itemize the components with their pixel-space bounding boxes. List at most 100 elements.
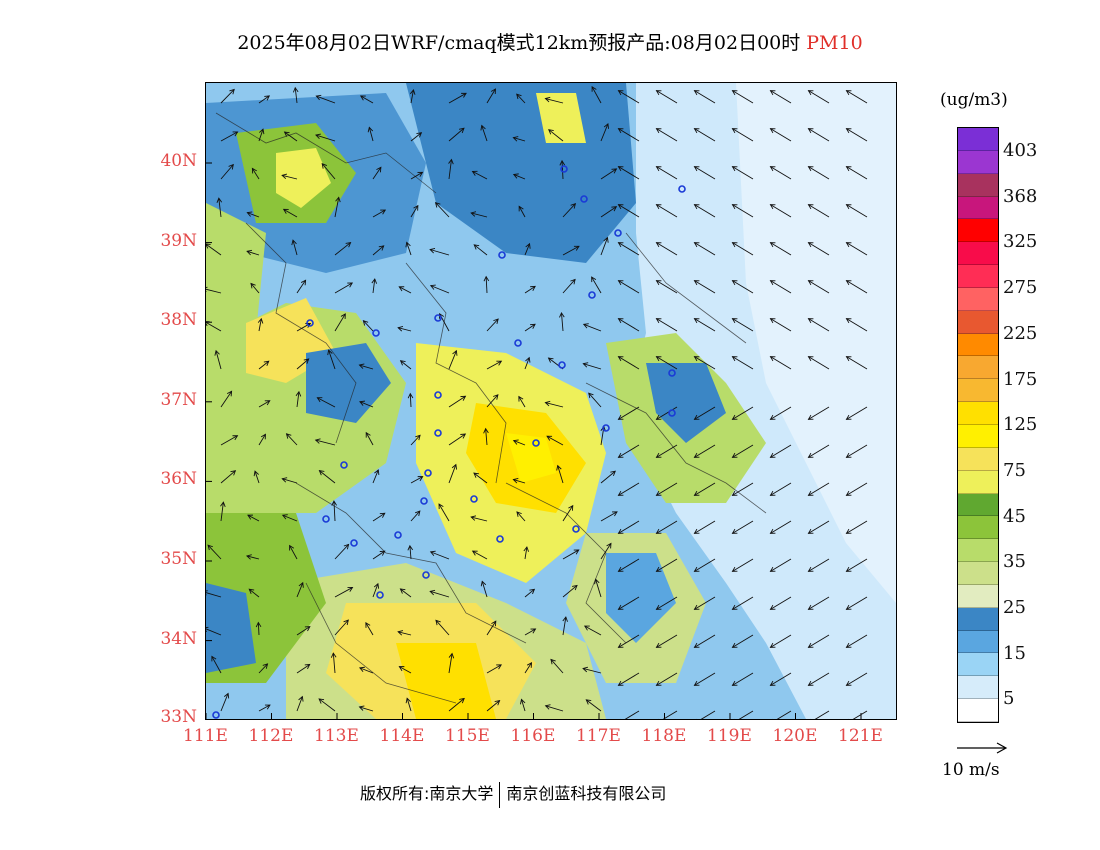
wind-arrow <box>655 634 678 648</box>
forecast-map <box>205 82 897 720</box>
wind-arrow <box>334 241 352 256</box>
lon-label: 111E <box>183 726 228 746</box>
city-marker <box>496 535 504 543</box>
wind-arrow <box>731 90 754 104</box>
wind-arrow <box>246 554 260 560</box>
wind-arrow <box>206 243 222 256</box>
wind-arrow <box>211 655 222 674</box>
wind-arrow <box>318 698 336 712</box>
city-marker <box>470 495 478 503</box>
wind-arrow <box>289 544 298 560</box>
wind-arrow <box>655 90 678 104</box>
wind-arrow <box>314 438 336 446</box>
wind-arrow <box>769 280 792 294</box>
wind-arrow <box>448 433 467 446</box>
lon-label: 114E <box>379 726 425 746</box>
wind-arrow <box>471 170 488 180</box>
wind-arrow <box>731 406 754 420</box>
wind-arrow <box>473 472 488 484</box>
city-marker <box>514 339 522 347</box>
wind-arrow <box>524 323 536 332</box>
wind-arrow <box>448 395 467 408</box>
wind-arrow <box>429 247 450 256</box>
wind-arrow <box>807 444 830 458</box>
wind-arrow <box>371 278 378 294</box>
wind-arrow <box>807 596 830 610</box>
wind-arrow <box>486 318 499 332</box>
legend-tick-label: 5 <box>1003 688 1015 710</box>
wind-arrow <box>807 242 830 256</box>
wind-arrow <box>544 96 564 104</box>
legend-swatch <box>958 333 998 357</box>
lat-label: 40N <box>160 151 197 171</box>
wind-arrow <box>220 88 235 104</box>
city-marker <box>422 571 430 579</box>
legend-tick-label: 15 <box>1003 642 1026 664</box>
city-marker <box>394 531 402 539</box>
wind-arrow <box>220 131 239 142</box>
wind-arrow <box>559 311 565 332</box>
legend-tick-label: 35 <box>1003 551 1026 573</box>
wind-arrow <box>516 93 526 104</box>
wind-arrow <box>410 132 423 142</box>
lon-label: 115E <box>445 726 490 746</box>
legend-swatch <box>958 356 998 380</box>
wind-arrow <box>410 204 419 218</box>
wind-arrow <box>693 558 716 572</box>
legend-swatch <box>958 447 998 471</box>
wind-arrow <box>655 406 678 420</box>
city-marker <box>434 429 442 437</box>
wind-arrow <box>291 239 298 256</box>
wind-arrow <box>296 581 304 598</box>
wind-arrow <box>544 704 564 712</box>
wind-arrow <box>334 543 350 560</box>
wind-arrow <box>480 124 488 142</box>
wind-arrow <box>600 236 609 256</box>
wind-arrow <box>617 166 640 180</box>
wind-arrow <box>397 630 412 636</box>
wind-arrow <box>250 282 260 294</box>
wind-arrow <box>220 501 226 522</box>
legend-swatch <box>958 265 998 288</box>
pollutant-label: PM10 <box>806 32 863 54</box>
wind-arrow <box>617 520 640 534</box>
wind-arrow <box>734 710 754 719</box>
wind-arrow <box>206 321 222 332</box>
city-marker <box>434 391 442 399</box>
wind-arrow <box>807 280 830 294</box>
wind-arrow <box>358 666 374 674</box>
wind-arrow <box>693 204 716 218</box>
city-marker <box>498 251 506 259</box>
wind-arrow <box>731 128 754 142</box>
wind-arrow <box>207 544 222 560</box>
wind-arrow <box>731 558 754 572</box>
wind-arrow <box>524 356 531 370</box>
legend-swatch <box>958 424 998 448</box>
legend-swatch <box>958 539 998 563</box>
city-marker <box>614 229 622 237</box>
wind-arrow <box>617 280 640 294</box>
city-marker <box>668 409 676 417</box>
wind-arrow <box>434 201 450 218</box>
wind-arrow <box>562 245 580 256</box>
wind-arrow <box>562 549 580 560</box>
wind-arrow <box>655 520 678 534</box>
wind-arrow <box>410 510 421 522</box>
wind-arrow <box>285 433 298 446</box>
city-marker <box>572 525 580 533</box>
wind-arrow <box>617 558 640 572</box>
wind-arrow <box>810 710 830 719</box>
city-marker <box>588 291 596 299</box>
wind-arrow <box>372 209 387 218</box>
wind-arrow <box>448 697 465 712</box>
wind-arrow <box>731 242 754 256</box>
wind-arrow <box>848 710 868 719</box>
legend-swatch <box>958 699 998 722</box>
wind-arrow <box>807 318 830 332</box>
wind-arrow <box>845 242 868 256</box>
wind-arrow <box>693 634 716 648</box>
wind-arrow <box>473 244 488 256</box>
wind-arrow <box>582 666 602 674</box>
wind-arrow <box>600 511 618 522</box>
wind-arrow <box>359 400 374 408</box>
